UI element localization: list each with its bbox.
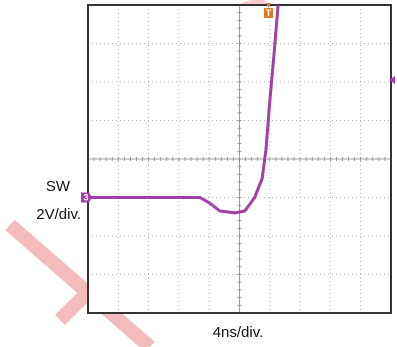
trigger-marker-box xyxy=(264,3,273,18)
trigger-level-arrow xyxy=(389,76,395,84)
channel-label: SW xyxy=(46,178,71,195)
trigger-marker: T xyxy=(266,8,272,18)
watermark-stroke xyxy=(5,219,155,347)
y-scale-label: 2V/div. xyxy=(36,206,81,223)
channel-marker-box xyxy=(81,192,92,203)
channel-marker: 3 xyxy=(83,192,88,202)
plot-border xyxy=(87,4,392,314)
waveform xyxy=(88,4,280,215)
x-scale-label: 4ns/div. xyxy=(213,324,264,341)
